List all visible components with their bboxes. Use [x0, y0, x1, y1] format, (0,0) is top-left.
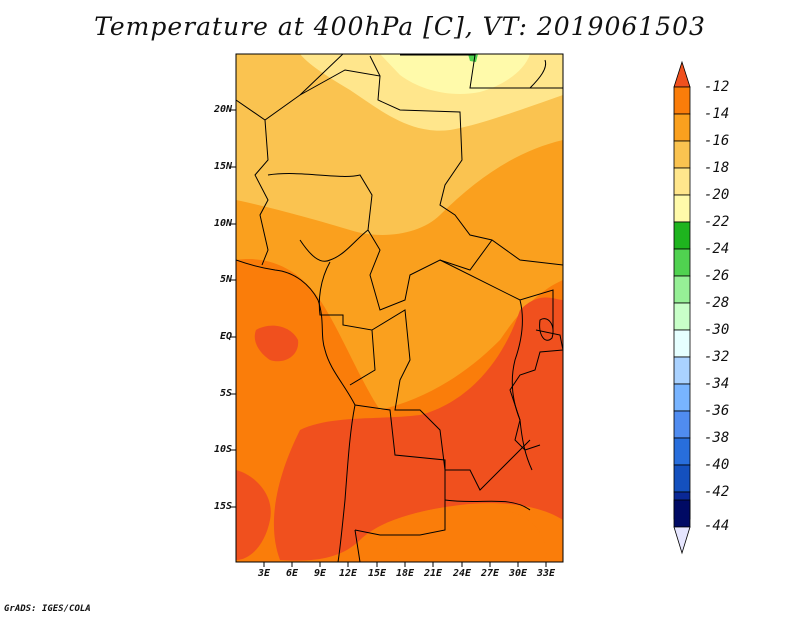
axis-ticks — [231, 109, 547, 567]
colorbar-label: -44 — [704, 518, 730, 534]
border-zambia — [444, 499, 531, 511]
colorbar-label: -18 — [704, 160, 730, 176]
border-ne — [400, 54, 563, 89]
band-minus12 — [273, 297, 563, 561]
colorbar-swatch — [673, 302, 691, 331]
colorbar-top-arrow — [673, 60, 691, 88]
border-north-2 — [369, 55, 381, 77]
lake-rift — [511, 299, 533, 471]
lon-label: 6E — [285, 568, 299, 579]
lon-label: 27E — [480, 568, 500, 579]
colorbar-swatch — [673, 167, 691, 196]
colorbar-label: -30 — [704, 322, 730, 338]
colorbar-swatch — [673, 410, 691, 439]
colorbar-swatch — [673, 221, 691, 250]
band-minus22 — [380, 54, 530, 95]
coast-red-sea — [529, 59, 547, 89]
coastline — [236, 259, 356, 562]
colorbar-label: -36 — [704, 403, 730, 419]
colorbar-label: -16 — [704, 133, 730, 149]
colorbar-bottom-arrow — [673, 526, 691, 555]
colorbar-swatch — [673, 437, 691, 466]
lon-label: 3E — [257, 568, 271, 579]
colorbar-swatch — [673, 499, 691, 528]
lon-label: 15E — [367, 568, 387, 579]
border-cameroon — [299, 229, 369, 262]
map-title: Temperature at 400hPa [C], VT: 201906150… — [94, 12, 706, 41]
colorbar-label: -20 — [704, 187, 730, 203]
country-boundaries — [236, 54, 563, 562]
band-minus12-west — [254, 325, 299, 362]
colorbar-swatch — [673, 464, 691, 493]
lat-label: 15N — [213, 161, 232, 172]
band-minus26 — [468, 54, 478, 62]
colorbar-swatch — [673, 194, 691, 223]
lat-label: 10N — [213, 218, 232, 229]
colorbar-swatch — [673, 356, 691, 385]
lat-label: 5N — [219, 274, 232, 285]
colorbar-swatch — [673, 248, 691, 277]
colorbar-swatch — [673, 383, 691, 412]
lon-label: 30E — [508, 568, 528, 579]
colorbar-swatch — [673, 86, 691, 115]
lon-label: 24E — [452, 568, 472, 579]
lat-label: 10S — [213, 444, 232, 455]
map-frame — [235, 53, 564, 563]
lat-label: EQ — [219, 331, 232, 342]
colorbar-swatch — [673, 275, 691, 304]
colorbar-swatch — [673, 140, 691, 169]
colorbar-label: -26 — [704, 268, 730, 284]
lon-label: 18E — [395, 568, 415, 579]
lat-label: 15S — [213, 501, 232, 512]
lon-label: 21E — [423, 568, 443, 579]
colorbar-label: -12 — [704, 79, 730, 95]
grads-credit: GrADS: IGES/COLA — [4, 604, 91, 614]
colorbar-label: -34 — [704, 376, 730, 392]
colorbar-swatch — [673, 113, 691, 142]
lon-label: 9E — [313, 568, 327, 579]
band-minus14-south — [395, 505, 547, 562]
border-namibia — [354, 529, 361, 562]
colorbar-label: -42 — [704, 484, 730, 500]
colorbar-label: -40 — [704, 457, 730, 473]
colorbar — [673, 60, 691, 555]
border-drc — [371, 309, 531, 491]
colorbar-label: -32 — [704, 349, 730, 365]
band-minus12-sw — [236, 470, 271, 560]
colorbar-label: -14 — [704, 106, 730, 122]
colorbar-label: -22 — [704, 214, 730, 230]
border-west — [254, 119, 269, 266]
border-north-1 — [299, 54, 344, 96]
lat-label: 20N — [213, 104, 232, 115]
colorbar-label: -38 — [704, 430, 730, 446]
lon-label: 12E — [338, 568, 358, 579]
temperature-field — [236, 54, 563, 562]
border-sahel — [236, 69, 563, 266]
border-angola — [354, 404, 446, 536]
border-east — [509, 329, 563, 451]
colorbar-label: -28 — [704, 295, 730, 311]
colorbar-label: -24 — [704, 241, 730, 257]
border-car-sudan — [439, 259, 554, 330]
lat-label: 5S — [219, 388, 232, 399]
border-central — [267, 173, 493, 311]
lake-victoria — [539, 318, 554, 341]
colorbar-swatch — [673, 329, 691, 358]
lon-label: 33E — [536, 568, 556, 579]
